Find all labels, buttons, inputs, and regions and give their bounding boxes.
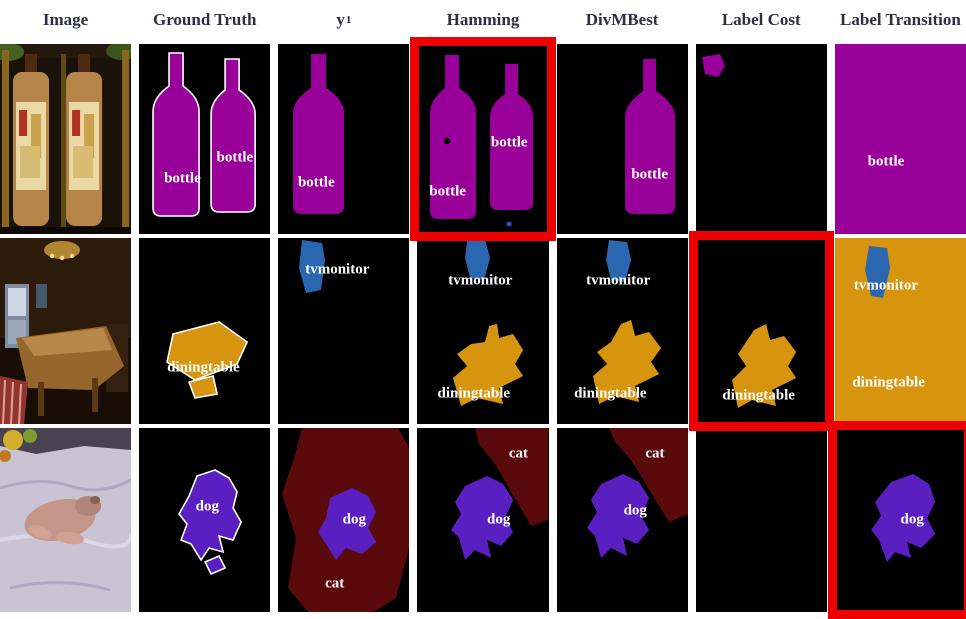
seg-label-cat: cat <box>645 445 665 462</box>
column-header-image: Image <box>0 0 131 40</box>
cell-dog-hamming: cat dog <box>417 428 549 612</box>
seg-label-tvmonitor: tvmonitor <box>305 261 370 278</box>
cell-bottles-hamming: bottle bottle <box>410 37 556 241</box>
column-header-label: DivMBest <box>585 10 659 29</box>
ground-truth-bottle-mask <box>152 52 257 217</box>
seg-label-diningtable: diningtable <box>722 387 795 404</box>
divmbest-bottle-mask <box>624 59 675 214</box>
seg-label-dog: dog <box>900 511 924 528</box>
cell-dog-divmbest: cat dog <box>556 428 688 612</box>
label-cost-diningtable-mask <box>731 324 796 408</box>
hamming-bottle-mask <box>430 55 534 227</box>
divmbest-diningroom-mask <box>592 240 661 404</box>
seg-label-bottle: bottle <box>867 153 905 170</box>
column-header-divmbest: DivMBest <box>557 0 688 40</box>
y1-dog-cat-mask <box>282 428 410 612</box>
column-header-label: Image <box>42 10 89 29</box>
cell-diningroom-label-transition: tvmonitor diningtable <box>834 238 966 424</box>
seg-label-cat: cat <box>325 575 345 592</box>
label-cost-bottle-mask <box>701 54 725 77</box>
y1-tvmonitor-mask <box>299 240 326 293</box>
seg-label-dog: dog <box>623 502 647 519</box>
seg-label-tvmonitor: tvmonitor <box>853 277 919 294</box>
cell-diningroom-ground-truth: diningtable <box>139 238 271 424</box>
bottles-photo-illustration <box>0 44 132 234</box>
column-header-label: y <box>336 10 345 29</box>
seg-label-tvmonitor: tvmonitor <box>586 272 651 289</box>
seg-label-dog: dog <box>342 511 366 528</box>
seg-label-bottle: bottle <box>164 170 201 187</box>
cell-diningroom-label-cost: diningtable <box>688 231 834 431</box>
hamming-dog-cat-mask <box>451 428 549 560</box>
hamming-diningroom-mask <box>453 240 524 406</box>
column-header-label-transition: Label Transition <box>835 0 966 40</box>
seg-label-diningtable: diningtable <box>437 385 511 402</box>
column-header-label-cost: Label Cost <box>696 0 827 40</box>
seg-label-cat: cat <box>508 445 528 462</box>
seg-label-tvmonitor: tvmonitor <box>448 272 513 289</box>
cell-bottles-divmbest: bottle <box>556 44 688 234</box>
dog-photo-illustration <box>0 428 132 612</box>
label-transition-tvmonitor-mask <box>864 246 890 298</box>
seg-label-diningtable: diningtable <box>167 359 240 376</box>
column-header-superscript: 1 <box>345 13 352 26</box>
ground-truth-dog-mask <box>178 469 243 576</box>
seg-label-bottle: bottle <box>297 174 335 191</box>
ground-truth-diningtable-mask <box>166 321 249 399</box>
column-header-label: Ground Truth <box>152 10 257 29</box>
cell-diningroom-y1: tvmonitor <box>278 238 410 424</box>
seg-label-diningtable: diningtable <box>852 374 925 391</box>
cell-bottles-label-transition: bottle <box>834 44 966 234</box>
cell-dog-ground-truth: dog <box>139 428 271 612</box>
seg-label-diningtable: diningtable <box>574 385 647 402</box>
cell-dog-label-transition: dog <box>827 421 966 619</box>
cell-dog-photo <box>0 428 132 612</box>
seg-label-dog: dog <box>195 498 219 515</box>
column-header-label: Label Cost <box>721 10 801 29</box>
diningroom-photo-illustration <box>0 238 132 424</box>
cell-diningroom-hamming: tvmonitor diningtable <box>417 238 549 424</box>
seg-label-bottle: bottle <box>631 166 669 183</box>
column-header-label: Label Transition <box>840 10 961 29</box>
seg-label-bottle: bottle <box>429 183 466 200</box>
cell-dog-label-cost <box>695 428 827 612</box>
cell-bottles-ground-truth: bottle bottle <box>139 44 271 234</box>
cell-bottles-label-cost <box>695 44 827 234</box>
cell-dog-y1: dog cat <box>278 428 410 612</box>
y1-bottle-mask <box>293 54 345 214</box>
cell-bottles-photo <box>0 44 132 234</box>
cell-diningroom-photo <box>0 238 132 424</box>
seg-label-dog: dog <box>487 511 511 528</box>
cell-diningroom-divmbest: tvmonitor diningtable <box>556 238 688 424</box>
label-transition-dog-mask <box>870 474 935 562</box>
seg-label-bottle: bottle <box>216 149 254 166</box>
seg-label-bottle: bottle <box>490 134 528 151</box>
column-header-ground-truth: Ground Truth <box>139 0 270 40</box>
divmbest-dog-cat-mask <box>586 428 688 558</box>
column-header-hamming: Hamming <box>417 0 548 40</box>
cell-bottles-y1: bottle <box>278 44 410 234</box>
column-header-label: Hamming <box>446 10 520 29</box>
